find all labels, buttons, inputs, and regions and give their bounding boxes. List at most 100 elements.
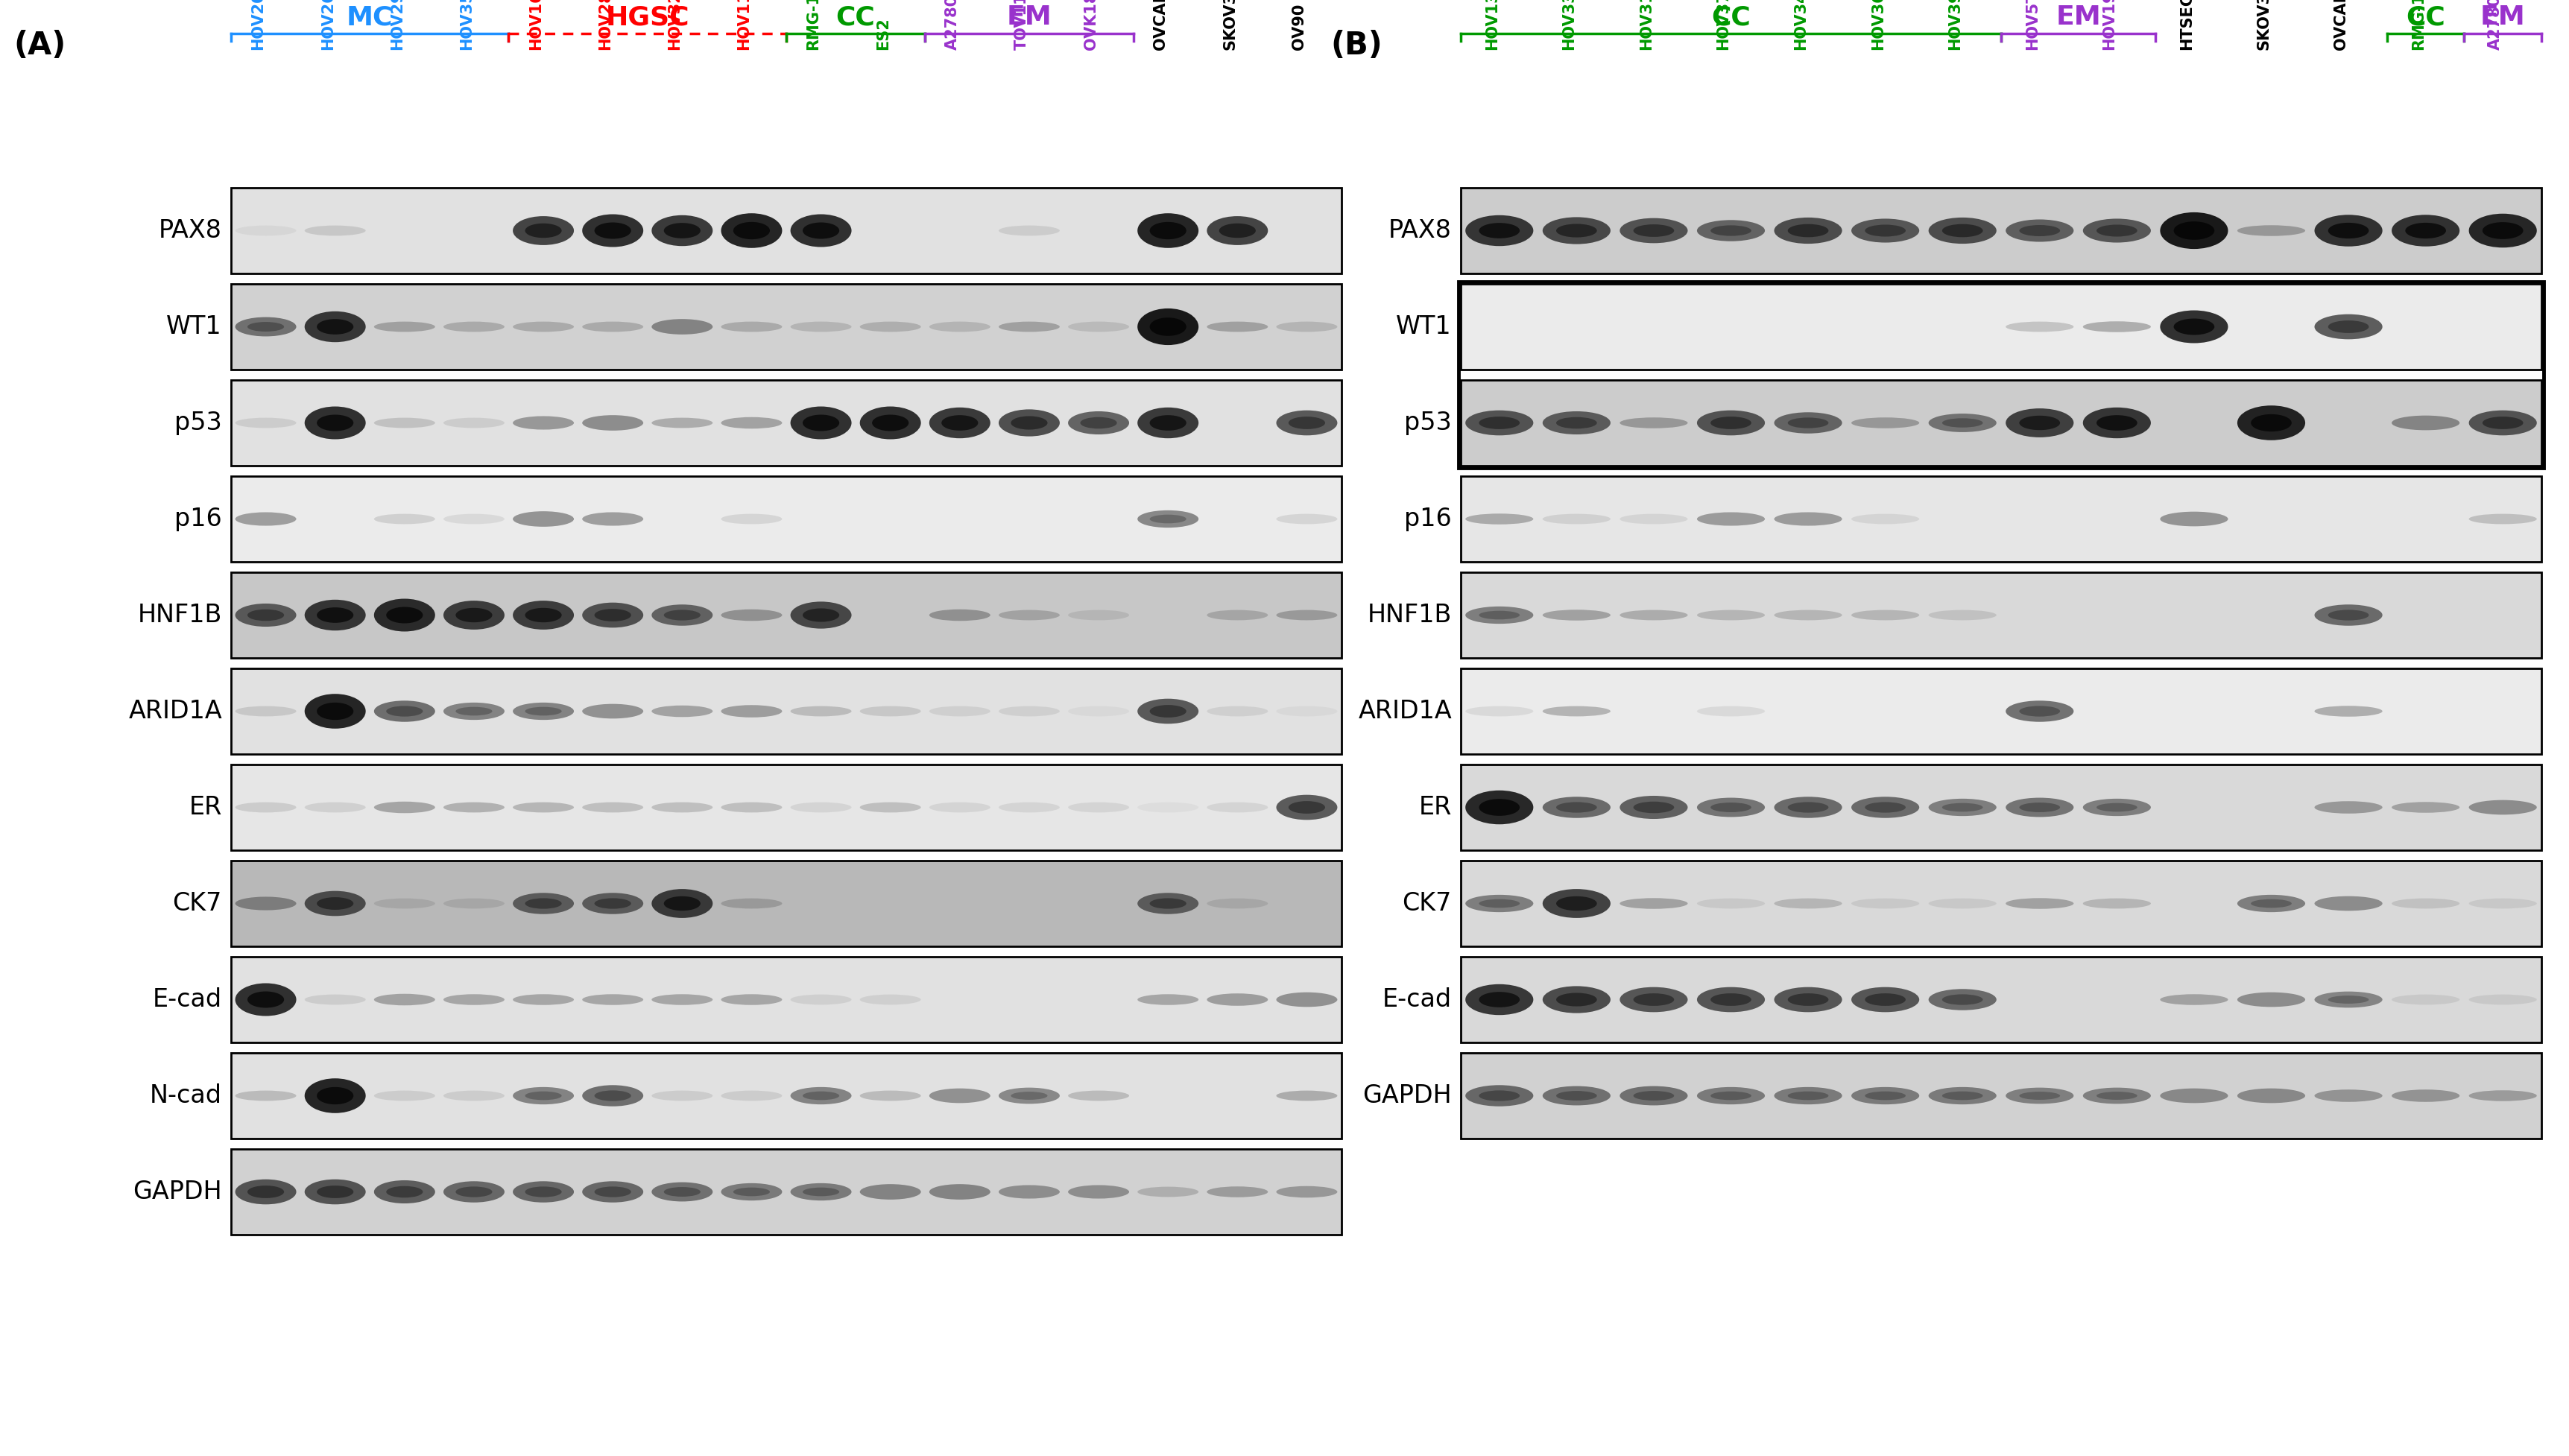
Ellipse shape xyxy=(1942,804,1983,811)
Ellipse shape xyxy=(653,215,712,246)
Text: (B): (B) xyxy=(1331,29,1382,61)
Ellipse shape xyxy=(2469,799,2536,815)
Ellipse shape xyxy=(514,994,573,1005)
Ellipse shape xyxy=(1850,218,1919,243)
Ellipse shape xyxy=(1464,1085,1534,1107)
Ellipse shape xyxy=(653,319,712,335)
Ellipse shape xyxy=(1138,309,1197,345)
Ellipse shape xyxy=(236,1179,295,1204)
Ellipse shape xyxy=(2392,1089,2459,1102)
Ellipse shape xyxy=(1138,1187,1197,1197)
Ellipse shape xyxy=(1865,802,1906,812)
Ellipse shape xyxy=(583,603,642,628)
Text: EM: EM xyxy=(1007,4,1051,29)
Ellipse shape xyxy=(583,214,642,248)
Bar xyxy=(231,284,1341,370)
Ellipse shape xyxy=(999,706,1058,716)
Ellipse shape xyxy=(2006,798,2073,817)
Text: OV90: OV90 xyxy=(1292,3,1308,50)
Ellipse shape xyxy=(1696,610,1765,620)
Ellipse shape xyxy=(722,1184,781,1201)
Ellipse shape xyxy=(514,322,573,332)
Ellipse shape xyxy=(1711,226,1752,236)
Ellipse shape xyxy=(306,406,365,440)
Ellipse shape xyxy=(722,416,781,428)
Ellipse shape xyxy=(247,1185,285,1198)
Ellipse shape xyxy=(861,1184,920,1200)
Ellipse shape xyxy=(455,708,493,715)
Ellipse shape xyxy=(583,322,642,332)
Ellipse shape xyxy=(861,322,920,332)
Ellipse shape xyxy=(236,897,295,910)
Ellipse shape xyxy=(1850,987,1919,1012)
Ellipse shape xyxy=(2238,226,2304,236)
Text: HOV5T: HOV5T xyxy=(2024,0,2040,50)
Ellipse shape xyxy=(385,1187,424,1198)
Text: HOV32T: HOV32T xyxy=(668,0,681,50)
Ellipse shape xyxy=(1541,890,1611,917)
Text: WT1: WT1 xyxy=(1395,314,1451,339)
Ellipse shape xyxy=(1927,898,1996,909)
Ellipse shape xyxy=(791,1184,850,1201)
Ellipse shape xyxy=(722,705,781,718)
Ellipse shape xyxy=(1069,322,1128,332)
Text: HOV11T: HOV11T xyxy=(737,0,750,50)
Ellipse shape xyxy=(2006,408,2073,437)
Ellipse shape xyxy=(1773,796,1842,818)
Ellipse shape xyxy=(2238,895,2304,911)
Ellipse shape xyxy=(316,1185,355,1198)
Text: ES2: ES2 xyxy=(876,17,889,50)
Ellipse shape xyxy=(1138,510,1197,527)
Ellipse shape xyxy=(1464,514,1534,524)
Text: OVCAR3: OVCAR3 xyxy=(2333,0,2348,50)
Ellipse shape xyxy=(1541,610,1611,620)
Ellipse shape xyxy=(306,226,365,236)
Ellipse shape xyxy=(455,1187,493,1197)
Ellipse shape xyxy=(2328,996,2369,1003)
Ellipse shape xyxy=(2482,416,2523,430)
Ellipse shape xyxy=(2083,1088,2150,1104)
Ellipse shape xyxy=(2161,994,2227,1005)
Text: HNF1B: HNF1B xyxy=(1367,603,1451,628)
Ellipse shape xyxy=(1207,706,1267,716)
Text: HOV31T: HOV31T xyxy=(1639,0,1654,50)
Ellipse shape xyxy=(2469,411,2536,435)
Ellipse shape xyxy=(247,322,285,332)
Ellipse shape xyxy=(791,214,850,248)
Text: CC: CC xyxy=(835,4,876,29)
Ellipse shape xyxy=(524,1092,563,1101)
Text: HOV20T: HOV20T xyxy=(252,0,265,50)
Bar xyxy=(231,1149,1341,1235)
Ellipse shape xyxy=(1480,1091,1518,1101)
Ellipse shape xyxy=(999,802,1058,812)
Ellipse shape xyxy=(2096,804,2137,811)
Text: OVCAR3: OVCAR3 xyxy=(1153,0,1169,50)
Ellipse shape xyxy=(1773,412,1842,434)
Ellipse shape xyxy=(2328,320,2369,333)
Ellipse shape xyxy=(2392,415,2459,430)
Text: ARID1A: ARID1A xyxy=(1356,699,1451,724)
Ellipse shape xyxy=(375,1181,434,1204)
Ellipse shape xyxy=(1696,411,1765,435)
Ellipse shape xyxy=(1138,994,1197,1005)
Bar xyxy=(1459,284,2541,370)
Ellipse shape xyxy=(593,898,632,909)
Ellipse shape xyxy=(236,513,295,526)
Bar xyxy=(1459,281,2543,467)
Ellipse shape xyxy=(2392,898,2459,909)
Ellipse shape xyxy=(1927,217,1996,243)
Ellipse shape xyxy=(861,994,920,1005)
Ellipse shape xyxy=(940,415,979,431)
Bar xyxy=(231,764,1341,850)
Ellipse shape xyxy=(1277,411,1336,435)
Ellipse shape xyxy=(1541,514,1611,524)
Ellipse shape xyxy=(1010,416,1048,430)
Text: MC: MC xyxy=(347,4,393,29)
Bar xyxy=(231,860,1341,946)
Ellipse shape xyxy=(1711,416,1752,430)
Ellipse shape xyxy=(791,802,850,812)
Ellipse shape xyxy=(1850,610,1919,620)
Text: E-cad: E-cad xyxy=(1382,987,1451,1012)
Text: p53: p53 xyxy=(1403,411,1451,435)
Bar xyxy=(231,188,1341,274)
